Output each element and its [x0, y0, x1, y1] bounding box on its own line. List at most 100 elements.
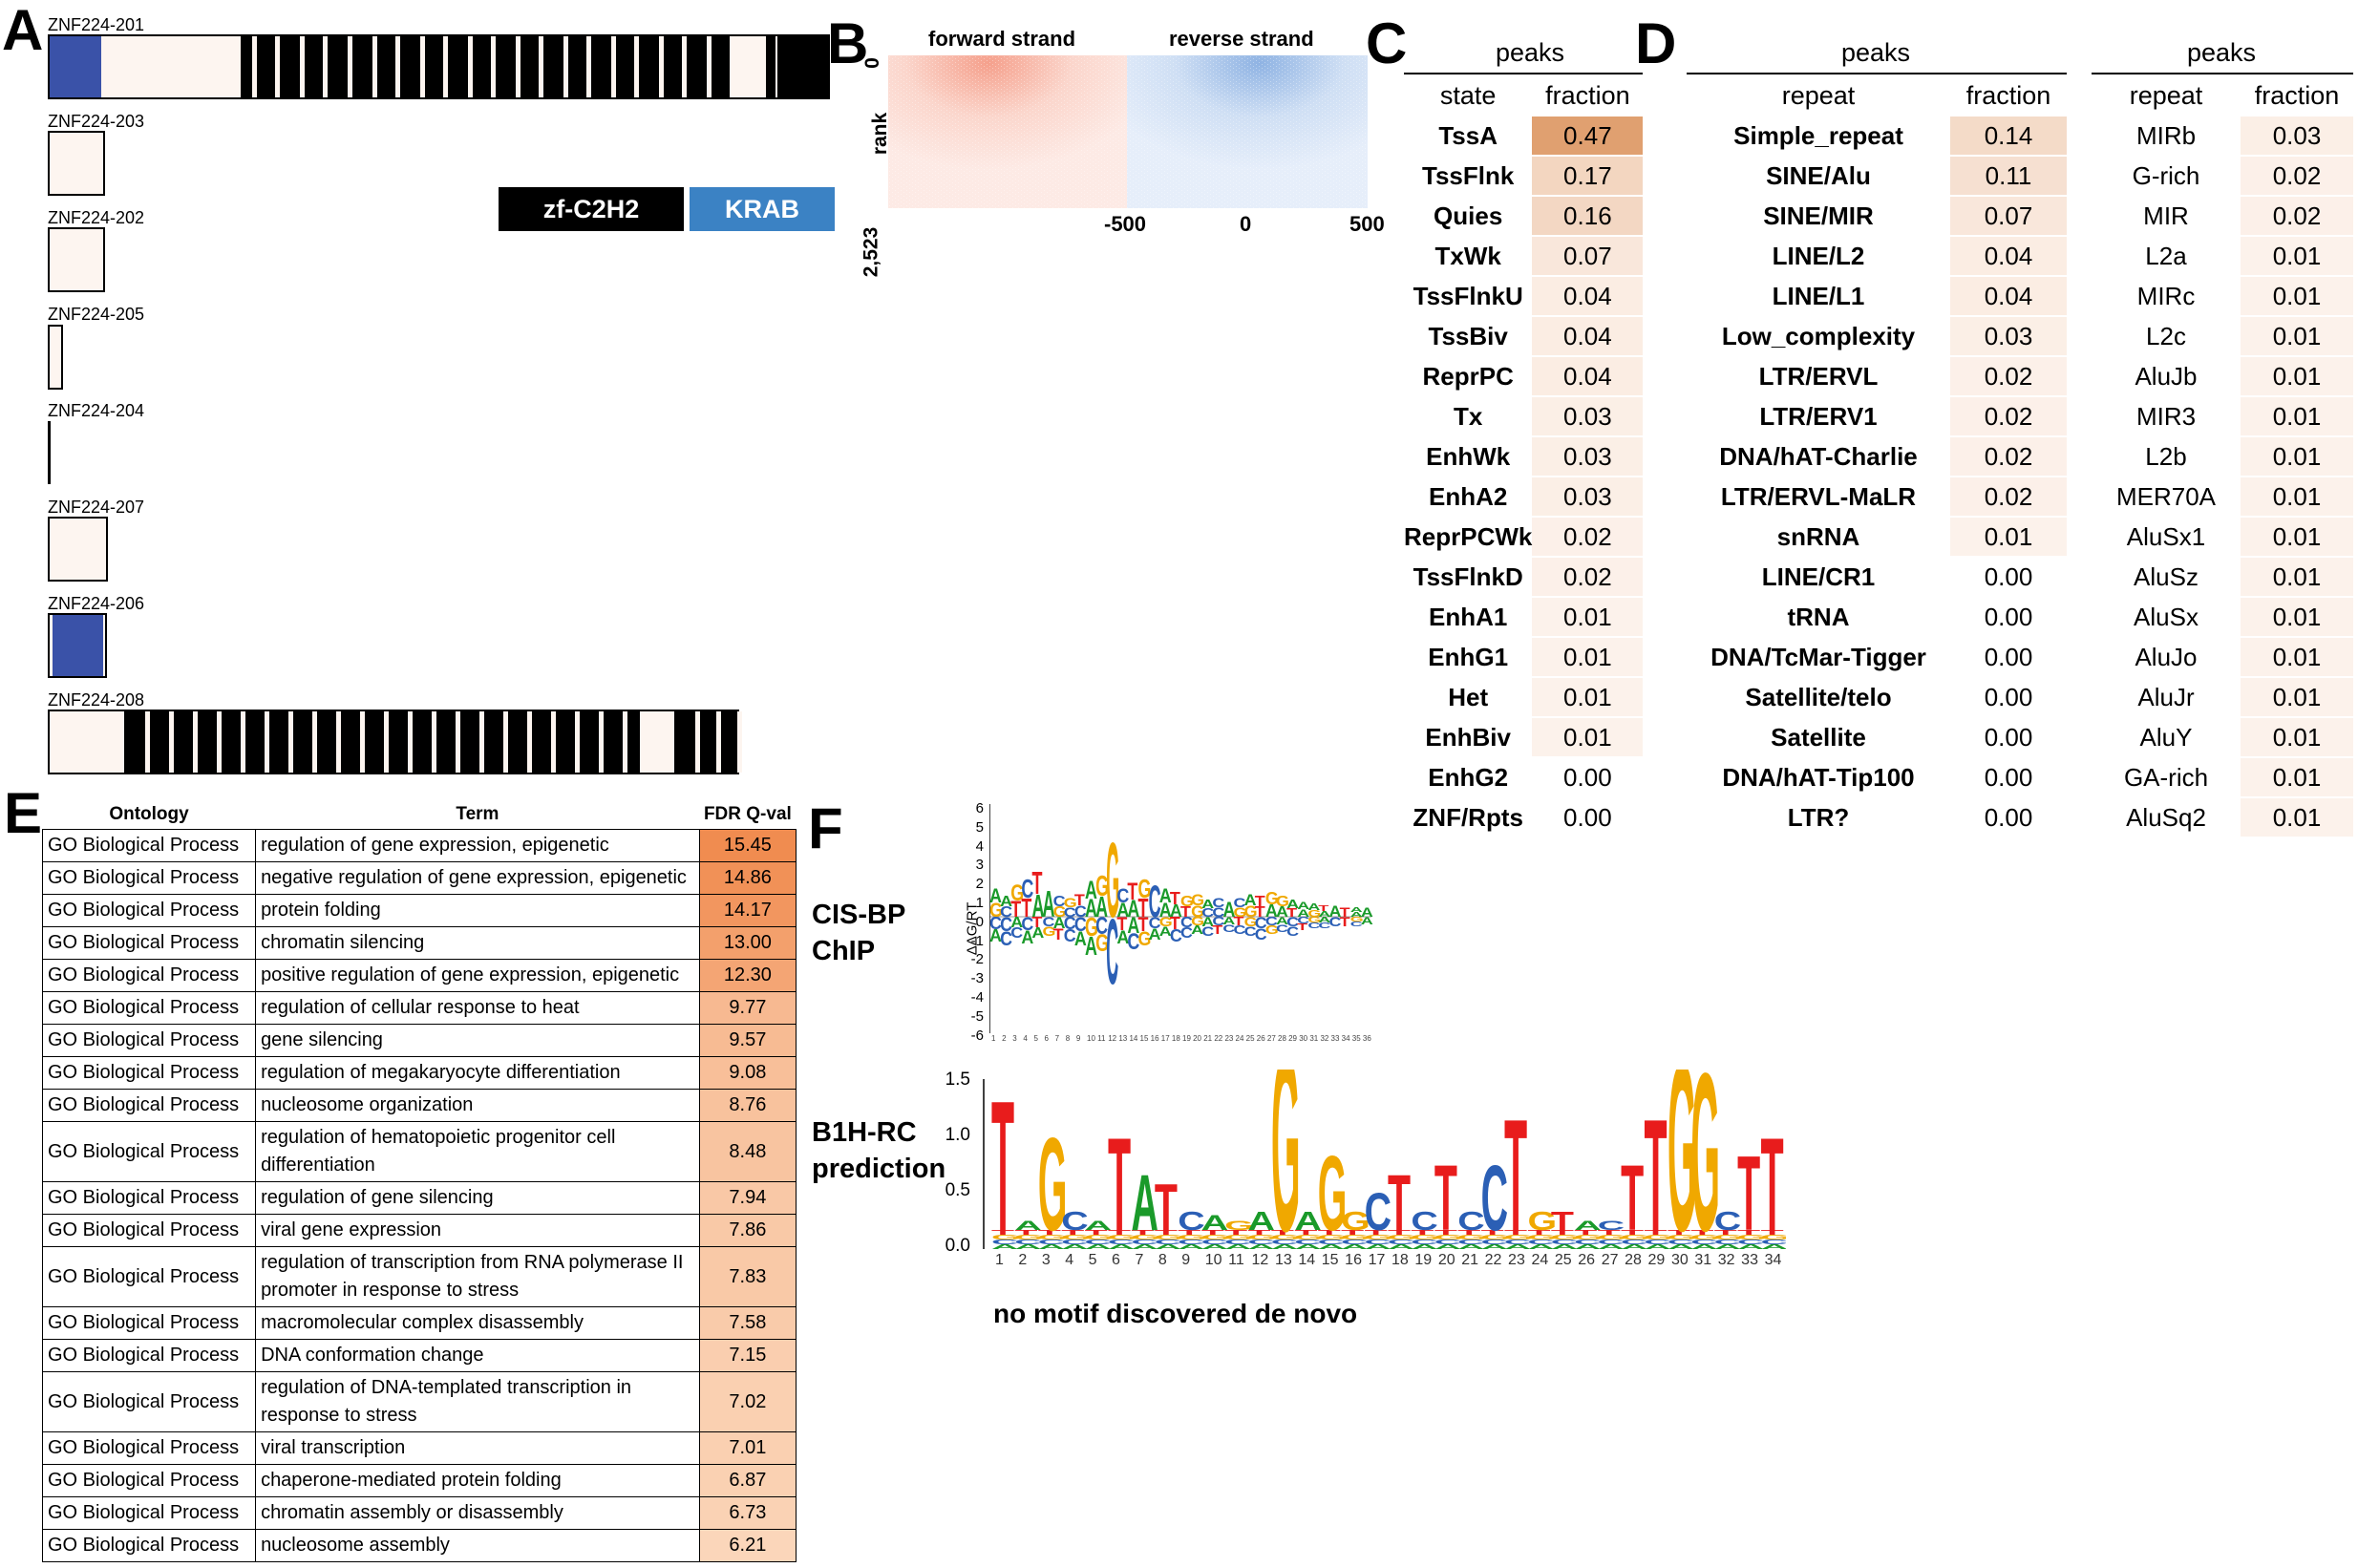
- cell-fdr: 7.86: [698, 1214, 797, 1247]
- fraction-value: 0.00: [1950, 798, 2067, 837]
- cisbp-position-tick: 35: [1352, 1034, 1361, 1043]
- col-header-repeat: repeat: [1781, 80, 1856, 110]
- legend-krab: KRAB: [690, 187, 835, 231]
- logo-letter-G: G: [1527, 1234, 1557, 1241]
- col-header-fdr: FDR Q-val: [703, 804, 792, 824]
- logo-letter-G: G: [1598, 1234, 1627, 1241]
- logo-letter-A: A: [991, 1243, 1018, 1251]
- table-row: SINE/Alu 0.11: [1687, 156, 2067, 196]
- b1h-position-tick: 23: [1508, 1252, 1525, 1268]
- logo-letter-T: T: [1504, 1086, 1527, 1264]
- logo-letter-C: C: [1276, 923, 1288, 935]
- logo-letter-G: G: [1248, 1234, 1278, 1241]
- logo-letter-G: G: [1085, 1234, 1115, 1241]
- krab-domain: [50, 36, 101, 97]
- logo-letter-C: C: [1180, 924, 1193, 941]
- logo-letter-C: C: [1043, 915, 1055, 930]
- transcript-label: ZNF224-205: [48, 305, 145, 324]
- table-row: LINE/CR1 0.00: [1687, 557, 2067, 597]
- table-row: GA-rich 0.01: [2092, 757, 2353, 797]
- row-fraction: 0.01: [1532, 717, 1644, 757]
- domain-gap: [539, 36, 543, 97]
- table-row: TssA 0.47: [1404, 116, 1644, 156]
- domain-gap: [300, 36, 305, 97]
- logo-letter-A: A: [1318, 915, 1330, 924]
- logo-letter-G: G: [1294, 1234, 1324, 1241]
- logo-letter-G: G: [1244, 915, 1258, 930]
- logo-letter-T: T: [1434, 1146, 1457, 1250]
- fraction-value: 0.03: [2241, 117, 2353, 155]
- fraction-value: 0.00: [1950, 718, 2067, 756]
- logo-letter-A: A: [1598, 1243, 1625, 1251]
- logo-letter-T: T: [1074, 891, 1085, 909]
- table-row: TxWk 0.07: [1404, 236, 1644, 276]
- table-row: Tx 0.03: [1404, 396, 1644, 436]
- logo-letter-T: T: [1180, 903, 1191, 920]
- fraction-value: 0.11: [1950, 157, 2067, 195]
- logo-letter-A: A: [1271, 1243, 1298, 1251]
- logo-letter-T: T: [1365, 1229, 1388, 1237]
- row-label: AluJb: [2135, 361, 2198, 391]
- transcript-bar-204: [48, 421, 51, 484]
- logo-letter-T: T: [991, 1229, 1014, 1237]
- cisbp-y-tick: -2: [970, 951, 984, 968]
- x-tick-500: 500: [1349, 212, 1385, 236]
- logo-letter-G: G: [1504, 1234, 1534, 1241]
- row-fraction: 0.01: [2241, 677, 2353, 717]
- logo-letter-C: C: [1053, 893, 1066, 909]
- table-row: MIRb 0.03: [2092, 116, 2353, 156]
- logo-letter-T: T: [1127, 878, 1138, 905]
- cell-term: nucleosome assembly: [255, 1529, 700, 1562]
- logo-letter-A: A: [1085, 931, 1097, 961]
- cell-fdr: 14.17: [698, 894, 797, 927]
- row-label: AluY: [2139, 722, 2193, 752]
- row-fraction: 0.01: [2241, 597, 2353, 637]
- cisbp-y-tick: -5: [970, 1007, 984, 1025]
- table-row: Low_complexity 0.03: [1687, 316, 2067, 356]
- panel-label-a: A: [2, 0, 44, 62]
- go-enrichment-table: Ontology Term FDR Q-val GO Biological Pr…: [41, 799, 797, 1562]
- row-label: LTR/ERVL-MaLR: [1720, 481, 1917, 511]
- logo-letter-G: G: [1224, 1218, 1254, 1234]
- row-fraction: 0.01: [2241, 276, 2353, 316]
- logo-letter-A: A: [1201, 915, 1214, 930]
- row-fraction: 0.07: [1532, 236, 1644, 276]
- cisbp-position-tick: 33: [1331, 1034, 1340, 1043]
- zf-c2h2-domain: [674, 711, 739, 773]
- row-fraction: 0.01: [2241, 797, 2353, 837]
- logo-letter-A: A: [1074, 928, 1087, 951]
- logo-letter-T: T: [1212, 923, 1223, 937]
- row-fraction: 0.00: [1532, 797, 1644, 837]
- table-row: GO Biological Process viral transcription…: [41, 1431, 797, 1465]
- fraction-value: 0.03: [1532, 437, 1644, 476]
- cell-ontology: GO Biological Process: [41, 1529, 257, 1562]
- domain-gap: [468, 36, 473, 97]
- cisbp-position-tick: 34: [1342, 1034, 1350, 1043]
- cisbp-position-tick: 19: [1182, 1034, 1191, 1043]
- domain-gap: [623, 711, 627, 773]
- logo-letter-T: T: [1170, 889, 1180, 908]
- cell-fdr: 15.45: [698, 829, 797, 862]
- b1h-position-tick: 12: [1252, 1252, 1269, 1268]
- logo-letter-C: C: [1131, 1239, 1158, 1246]
- zf-c2h2-block: [124, 711, 665, 773]
- logo-letter-C: C: [1457, 1239, 1484, 1246]
- panel-label-f: F: [808, 796, 843, 860]
- logo-letter-A: A: [1201, 898, 1214, 911]
- logo-letter-C: C: [1598, 1239, 1625, 1246]
- logo-letter-G: G: [1043, 924, 1056, 940]
- row-label: GA-rich: [2123, 762, 2209, 792]
- fraction-value: 0.02: [2241, 197, 2353, 235]
- table-row: GO Biological Process negative regulation…: [41, 861, 797, 895]
- cisbp-y-tick: -4: [970, 989, 984, 1006]
- logo-letter-T: T: [1108, 1111, 1131, 1259]
- logo-letter-A: A: [1178, 1243, 1204, 1251]
- logo-letter-T: T: [1388, 1229, 1411, 1237]
- logo-letter-C: C: [1170, 926, 1182, 945]
- row-label: TxWk: [1434, 241, 1501, 270]
- fraction-value: 0.01: [1532, 718, 1644, 756]
- logo-letter-A: A: [1159, 924, 1172, 940]
- table-row: MIRc 0.01: [2092, 276, 2353, 316]
- header-rule: [2092, 73, 2353, 74]
- table-row: AluSq2 0.01: [2092, 797, 2353, 837]
